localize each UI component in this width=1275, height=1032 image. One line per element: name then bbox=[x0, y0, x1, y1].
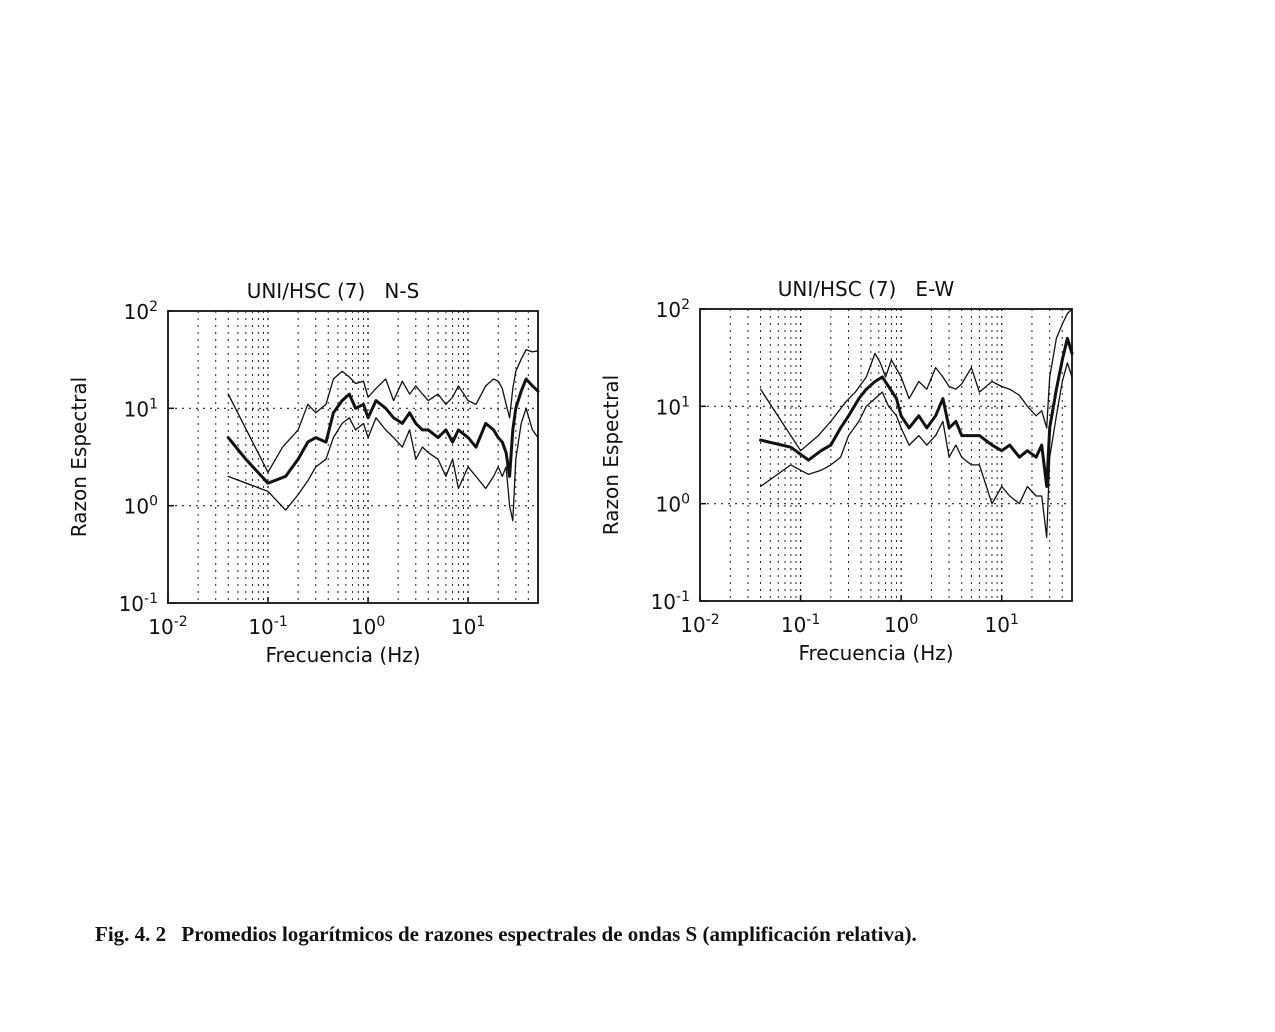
y-tick-label: 100 bbox=[656, 492, 690, 517]
x-axis-label: Frecuencia (Hz) bbox=[265, 643, 420, 667]
y-tick-label: 10-1 bbox=[651, 589, 690, 614]
series-lower-line bbox=[759, 362, 1073, 539]
grid-lines bbox=[700, 309, 1072, 601]
series-lower-line bbox=[227, 407, 539, 522]
y-axis-label: Razon Espectral bbox=[67, 377, 91, 537]
y-tick-label: 10-1 bbox=[119, 591, 158, 616]
figure-caption: Fig. 4. 2 Promedios logarítmicos de razo… bbox=[95, 922, 917, 947]
x-tick-label: 101 bbox=[451, 614, 485, 639]
chart-title: UNI/HSC (7) E-W bbox=[778, 277, 955, 301]
x-tick-label: 100 bbox=[351, 614, 385, 639]
y-tick-label: 102 bbox=[124, 299, 158, 324]
series-upper-line bbox=[759, 308, 1073, 452]
x-tick-label: 10-1 bbox=[248, 614, 287, 639]
figure-caption-text: Promedios logarítmicos de razones espect… bbox=[181, 922, 917, 946]
x-tick-label: 10-2 bbox=[680, 612, 719, 637]
y-tick-label: 100 bbox=[124, 494, 158, 519]
plot-frame bbox=[167, 310, 539, 604]
x-tick-label: 101 bbox=[985, 612, 1019, 637]
series-mean-line bbox=[759, 336, 1074, 488]
y-tick-label: 101 bbox=[656, 394, 690, 419]
y-tick-label: 102 bbox=[656, 297, 690, 322]
x-tick-label: 10-2 bbox=[148, 614, 187, 639]
chart-title: UNI/HSC (7) N-S bbox=[247, 279, 420, 303]
y-tick-label: 101 bbox=[124, 396, 158, 421]
x-tick-label: 100 bbox=[884, 612, 918, 637]
series-mean-line bbox=[226, 377, 540, 485]
x-axis-label: Frecuencia (Hz) bbox=[798, 641, 953, 665]
plot-frame bbox=[699, 308, 1073, 602]
figure-number: Fig. 4. 2 bbox=[95, 922, 167, 946]
grid-lines bbox=[168, 311, 538, 603]
x-tick-label: 10-1 bbox=[781, 612, 820, 637]
y-axis-label: Razon Espectral bbox=[599, 375, 623, 535]
series-upper-line bbox=[227, 349, 539, 473]
